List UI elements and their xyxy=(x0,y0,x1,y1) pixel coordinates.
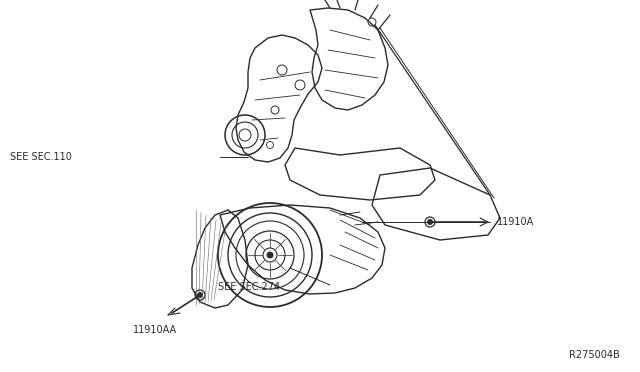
Circle shape xyxy=(198,292,202,298)
Text: SEE SEC.110: SEE SEC.110 xyxy=(10,152,72,162)
Circle shape xyxy=(267,252,273,258)
Text: R275004B: R275004B xyxy=(569,350,620,360)
Text: 11910A: 11910A xyxy=(497,217,534,227)
Circle shape xyxy=(428,219,433,224)
Text: 11910AA: 11910AA xyxy=(133,325,177,335)
Text: SEE SEC.274: SEE SEC.274 xyxy=(218,282,280,292)
